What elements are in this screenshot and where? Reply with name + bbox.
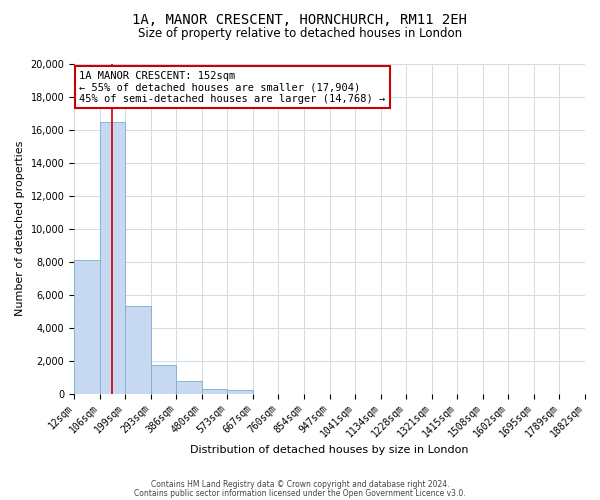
Text: Size of property relative to detached houses in London: Size of property relative to detached ho…: [138, 28, 462, 40]
Text: 1A, MANOR CRESCENT, HORNCHURCH, RM11 2EH: 1A, MANOR CRESCENT, HORNCHURCH, RM11 2EH: [133, 12, 467, 26]
Bar: [176, 381, 202, 394]
Bar: [227, 390, 253, 394]
Bar: [202, 388, 227, 394]
Y-axis label: Number of detached properties: Number of detached properties: [15, 141, 25, 316]
Text: Contains HM Land Registry data © Crown copyright and database right 2024.: Contains HM Land Registry data © Crown c…: [151, 480, 449, 489]
Bar: [100, 122, 125, 394]
Bar: [125, 306, 151, 394]
Text: 1A MANOR CRESCENT: 152sqm
← 55% of detached houses are smaller (17,904)
45% of s: 1A MANOR CRESCENT: 152sqm ← 55% of detac…: [79, 70, 386, 104]
X-axis label: Distribution of detached houses by size in London: Distribution of detached houses by size …: [190, 445, 469, 455]
Bar: [151, 364, 176, 394]
Bar: [74, 260, 100, 394]
Text: Contains public sector information licensed under the Open Government Licence v3: Contains public sector information licen…: [134, 490, 466, 498]
